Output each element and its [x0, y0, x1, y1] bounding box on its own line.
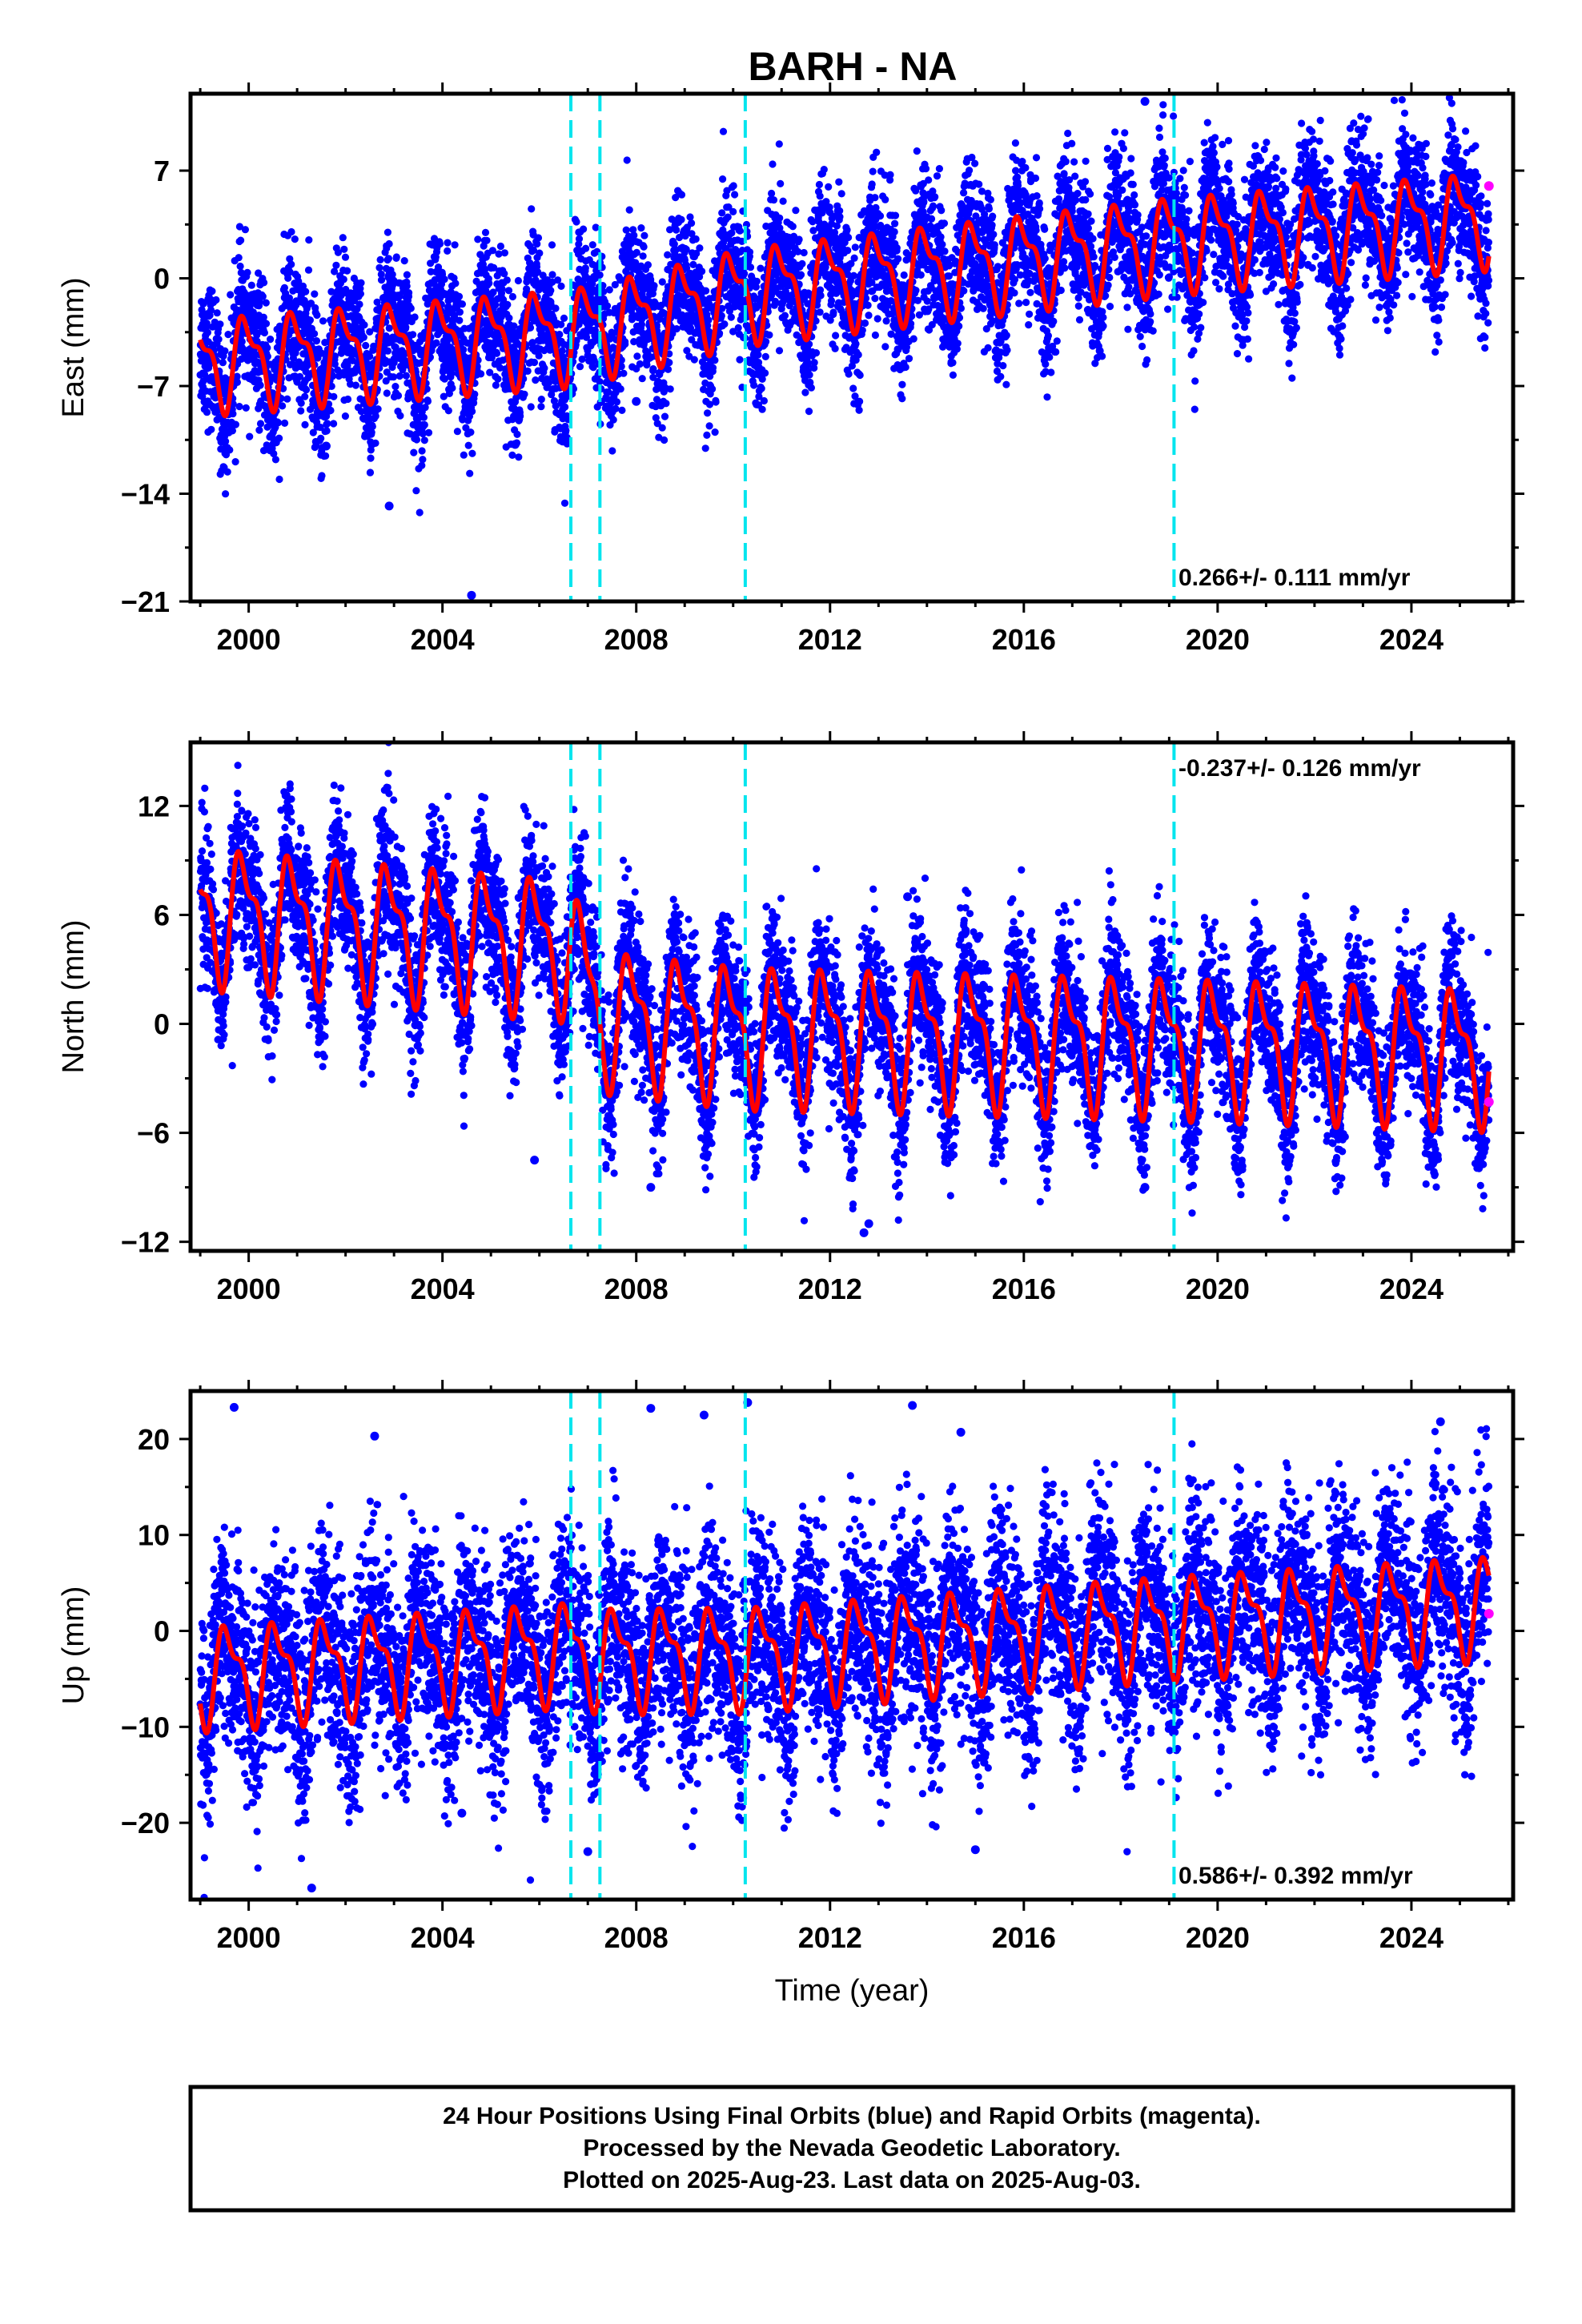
- x-tick-label: 2012: [798, 623, 862, 656]
- footer-line: 24 Hour Positions Using Final Orbits (bl…: [443, 2103, 1261, 2129]
- outlier-point: [632, 397, 640, 406]
- x-tick-label: 2024: [1379, 623, 1443, 656]
- y-tick-label: −7: [137, 370, 170, 403]
- x-tick-label: 2008: [604, 1273, 669, 1305]
- outlier-point: [908, 1401, 917, 1409]
- x-tick-label: 2024: [1379, 1273, 1443, 1305]
- y-tick-label: −14: [121, 478, 170, 511]
- outlier-point: [1141, 1183, 1150, 1192]
- rapid-orbit-point: [1484, 181, 1494, 191]
- y-tick-label: 10: [138, 1519, 170, 1552]
- y-tick-label: −12: [121, 1226, 170, 1259]
- y-tick-label: −21: [121, 585, 170, 618]
- y-tick-label: −6: [137, 1117, 170, 1150]
- outlier-point: [646, 1183, 655, 1192]
- outlier-point: [370, 1432, 379, 1441]
- footer-line: Plotted on 2025-Aug-23. Last data on 202…: [563, 2167, 1141, 2193]
- x-tick-label: 2004: [411, 1273, 475, 1305]
- footer-box: 24 Hour Positions Using Final Orbits (bl…: [191, 2087, 1513, 2210]
- outlier-point: [1141, 97, 1150, 106]
- chart-title: BARH - NA: [748, 44, 957, 89]
- x-tick-label: 2016: [992, 623, 1056, 656]
- rapid-orbit-point: [1484, 1097, 1494, 1107]
- outlier-point: [584, 1848, 592, 1856]
- velocity-rate-label: -0.237+/- 0.126 mm/yr: [1178, 755, 1421, 782]
- x-tick-label: 2012: [798, 1921, 862, 1954]
- outlier-point: [230, 1403, 239, 1412]
- footer-line: Processed by the Nevada Geodetic Laborat…: [583, 2135, 1120, 2161]
- x-tick-label: 2020: [1186, 1273, 1250, 1305]
- outlier-point: [467, 591, 476, 600]
- x-axis-label: Time (year): [775, 1974, 930, 2008]
- y-tick-label: 12: [138, 790, 170, 822]
- outlier-point: [457, 1809, 466, 1818]
- y-tick-label: 7: [154, 155, 170, 187]
- outlier-point: [957, 1428, 966, 1437]
- y-axis-label: Up (mm): [57, 1586, 90, 1705]
- outlier-point: [971, 1845, 980, 1854]
- y-tick-label: 0: [154, 1615, 170, 1648]
- x-tick-label: 2020: [1186, 1921, 1250, 1954]
- outlier-point: [1436, 1417, 1445, 1426]
- y-tick-label: 20: [138, 1423, 170, 1456]
- y-tick-label: −10: [121, 1711, 170, 1743]
- y-axis-label: North (mm): [57, 919, 90, 1073]
- x-tick-label: 2004: [411, 1921, 475, 1954]
- outlier-point: [860, 1228, 869, 1237]
- x-tick-label: 2024: [1379, 1921, 1443, 1954]
- outlier-point: [385, 501, 394, 510]
- velocity-rate-label: 0.266+/- 0.111 mm/yr: [1178, 565, 1411, 591]
- x-tick-label: 2000: [217, 1921, 281, 1954]
- outlier-point: [322, 441, 331, 450]
- x-tick-label: 2016: [992, 1273, 1056, 1305]
- outlier-point: [700, 1410, 709, 1419]
- x-tick-label: 2000: [217, 1273, 281, 1305]
- outlier-point: [307, 1884, 316, 1892]
- y-tick-label: 0: [154, 1008, 170, 1041]
- velocity-rate-label: 0.586+/- 0.392 mm/yr: [1178, 1863, 1413, 1889]
- outlier-point: [646, 1404, 655, 1413]
- outlier-point: [511, 440, 520, 449]
- x-tick-label: 2000: [217, 623, 281, 656]
- x-tick-label: 2016: [992, 1921, 1056, 1954]
- y-axis-label: East (mm): [57, 277, 90, 417]
- x-tick-label: 2008: [604, 623, 669, 656]
- x-tick-label: 2004: [411, 623, 475, 656]
- rapid-orbit-point: [1484, 1609, 1494, 1618]
- x-tick-label: 2012: [798, 1273, 862, 1305]
- y-tick-label: 0: [154, 263, 170, 296]
- outlier-point: [530, 1156, 539, 1164]
- x-tick-label: 2008: [604, 1921, 669, 1954]
- x-tick-label: 2020: [1186, 623, 1250, 656]
- outlier-point: [865, 1219, 873, 1228]
- y-tick-label: −20: [121, 1807, 170, 1839]
- y-tick-label: 6: [154, 899, 170, 931]
- outlier-point: [903, 892, 912, 901]
